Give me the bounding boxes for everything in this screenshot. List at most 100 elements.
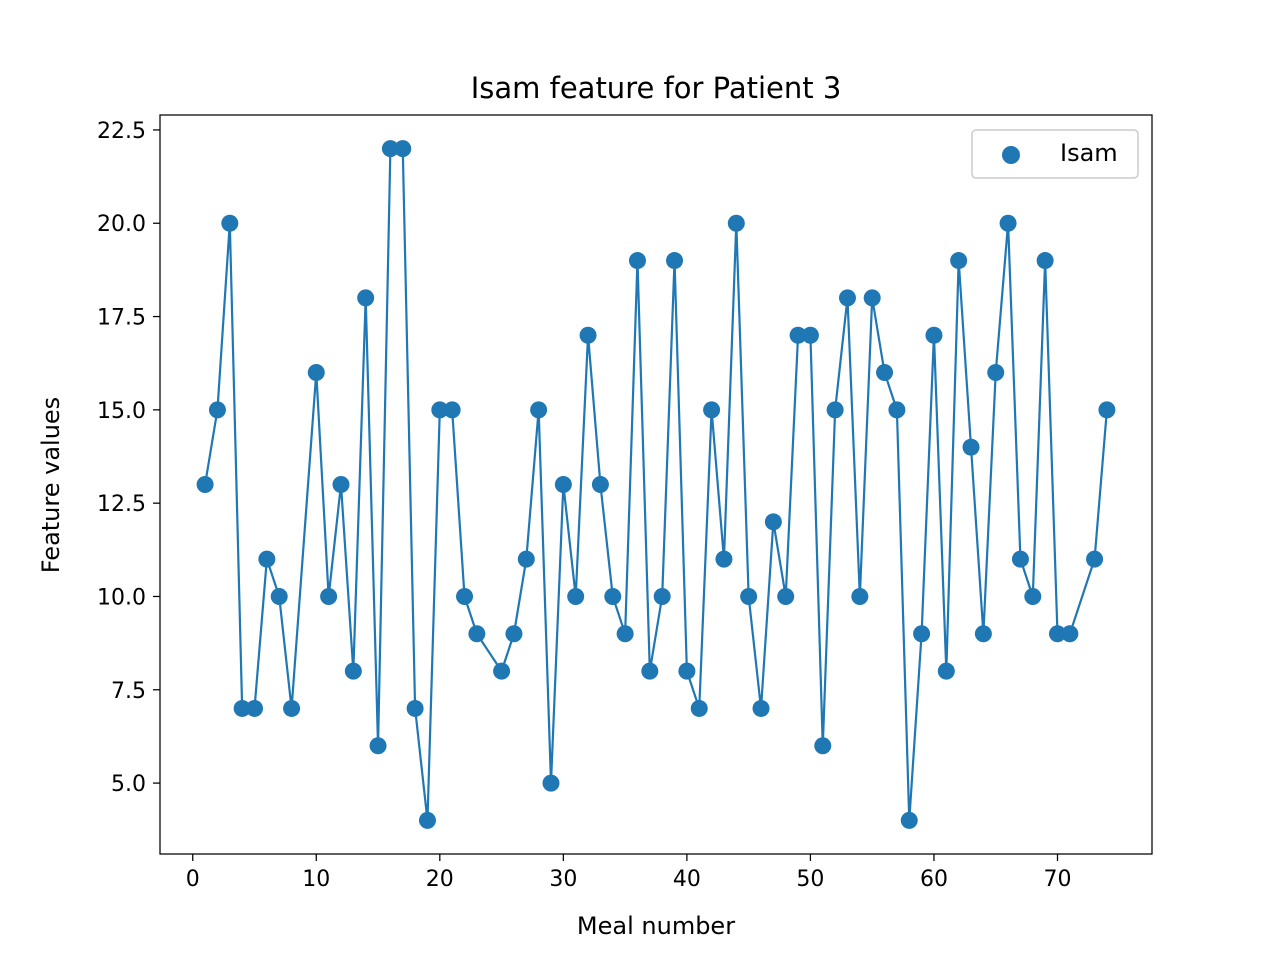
x-tick-label: 60 bbox=[920, 867, 948, 892]
data-point bbox=[950, 252, 968, 270]
data-point bbox=[344, 662, 362, 680]
data-point bbox=[468, 625, 486, 643]
legend-label-isam: Isam bbox=[1060, 139, 1118, 167]
data-point bbox=[764, 513, 782, 531]
data-point bbox=[888, 401, 906, 419]
data-point bbox=[789, 326, 807, 344]
legend-box bbox=[971, 129, 1139, 179]
data-points bbox=[196, 140, 1116, 829]
data-point bbox=[542, 774, 560, 792]
x-tick-label: 40 bbox=[673, 867, 701, 892]
data-point bbox=[221, 214, 239, 232]
data-point bbox=[357, 289, 375, 307]
x-tick-label: 10 bbox=[302, 867, 330, 892]
data-point bbox=[233, 699, 251, 717]
data-point bbox=[999, 214, 1017, 232]
data-point bbox=[307, 364, 325, 382]
data-point bbox=[246, 699, 264, 717]
y-tick-label: 20.0 bbox=[97, 212, 146, 237]
data-point bbox=[320, 587, 338, 605]
data-point bbox=[443, 401, 461, 419]
data-point bbox=[900, 811, 918, 829]
data-point bbox=[418, 811, 436, 829]
y-tick-label: 12.5 bbox=[97, 492, 146, 517]
data-point bbox=[814, 737, 832, 755]
legend-marker-isam bbox=[1002, 146, 1020, 164]
data-point bbox=[925, 326, 943, 344]
data-point bbox=[431, 401, 449, 419]
legend: Isam bbox=[971, 129, 1139, 179]
data-point bbox=[937, 662, 955, 680]
data-point bbox=[727, 214, 745, 232]
data-point bbox=[493, 662, 511, 680]
data-point bbox=[208, 401, 226, 419]
y-tick-label: 5.0 bbox=[111, 772, 146, 797]
data-point bbox=[1024, 587, 1042, 605]
data-point bbox=[517, 550, 535, 568]
chart-title: Isam feature for Patient 3 bbox=[471, 71, 842, 105]
x-tick-label: 30 bbox=[549, 867, 577, 892]
data-point bbox=[567, 587, 585, 605]
axes-frame bbox=[159, 114, 1153, 855]
data-point bbox=[740, 587, 758, 605]
data-point bbox=[381, 140, 399, 158]
y-tick-label: 17.5 bbox=[97, 306, 146, 331]
data-point bbox=[579, 326, 597, 344]
plot-area bbox=[159, 114, 1153, 855]
y-tick-label: 10.0 bbox=[97, 585, 146, 610]
data-point bbox=[678, 662, 696, 680]
y-tick-label: 22.5 bbox=[97, 119, 146, 144]
data-point bbox=[690, 699, 708, 717]
y-axis-label: Feature values bbox=[37, 397, 65, 573]
data-point bbox=[752, 699, 770, 717]
x-tick-label: 50 bbox=[796, 867, 824, 892]
data-point bbox=[838, 289, 856, 307]
data-point bbox=[604, 587, 622, 605]
data-point bbox=[505, 625, 523, 643]
data-point bbox=[369, 737, 387, 755]
x-axis: 0 10 20 30 40 50 60 70 bbox=[186, 854, 1071, 892]
data-point bbox=[1036, 252, 1054, 270]
data-point bbox=[1098, 401, 1116, 419]
x-tick-label: 0 bbox=[186, 867, 200, 892]
data-point bbox=[641, 662, 659, 680]
data-point bbox=[456, 587, 474, 605]
y-tick-label: 15.0 bbox=[97, 399, 146, 424]
data-point bbox=[1086, 550, 1104, 568]
data-point bbox=[1061, 625, 1079, 643]
x-tick-label: 20 bbox=[426, 867, 454, 892]
data-point bbox=[974, 625, 992, 643]
x-tick-label: 70 bbox=[1043, 867, 1071, 892]
x-axis-label: Meal number bbox=[577, 912, 735, 940]
data-point bbox=[628, 252, 646, 270]
data-point bbox=[406, 699, 424, 717]
data-point bbox=[591, 476, 609, 493]
data-point bbox=[715, 550, 733, 568]
data-point bbox=[863, 289, 881, 307]
y-tick-label: 7.5 bbox=[111, 679, 146, 704]
data-point bbox=[962, 438, 980, 456]
data-point bbox=[703, 401, 721, 419]
data-point bbox=[851, 587, 869, 605]
data-point bbox=[1048, 625, 1066, 643]
data-point bbox=[801, 326, 819, 344]
data-point bbox=[196, 476, 214, 493]
data-point bbox=[653, 587, 671, 605]
data-point bbox=[270, 587, 288, 605]
data-point bbox=[777, 587, 795, 605]
data-point bbox=[913, 625, 931, 643]
data-point bbox=[332, 476, 350, 493]
data-point bbox=[258, 550, 276, 568]
data-point bbox=[1011, 550, 1029, 568]
data-point bbox=[554, 476, 572, 493]
data-point bbox=[283, 699, 301, 717]
data-point bbox=[666, 252, 684, 270]
data-point bbox=[876, 364, 894, 382]
data-point bbox=[616, 625, 634, 643]
data-point bbox=[530, 401, 548, 419]
data-point bbox=[826, 401, 844, 419]
data-point bbox=[394, 140, 412, 158]
data-point bbox=[987, 364, 1005, 382]
y-axis: 5.0 7.5 10.0 12.5 15.0 17.5 20.0 22.5 bbox=[97, 119, 160, 797]
